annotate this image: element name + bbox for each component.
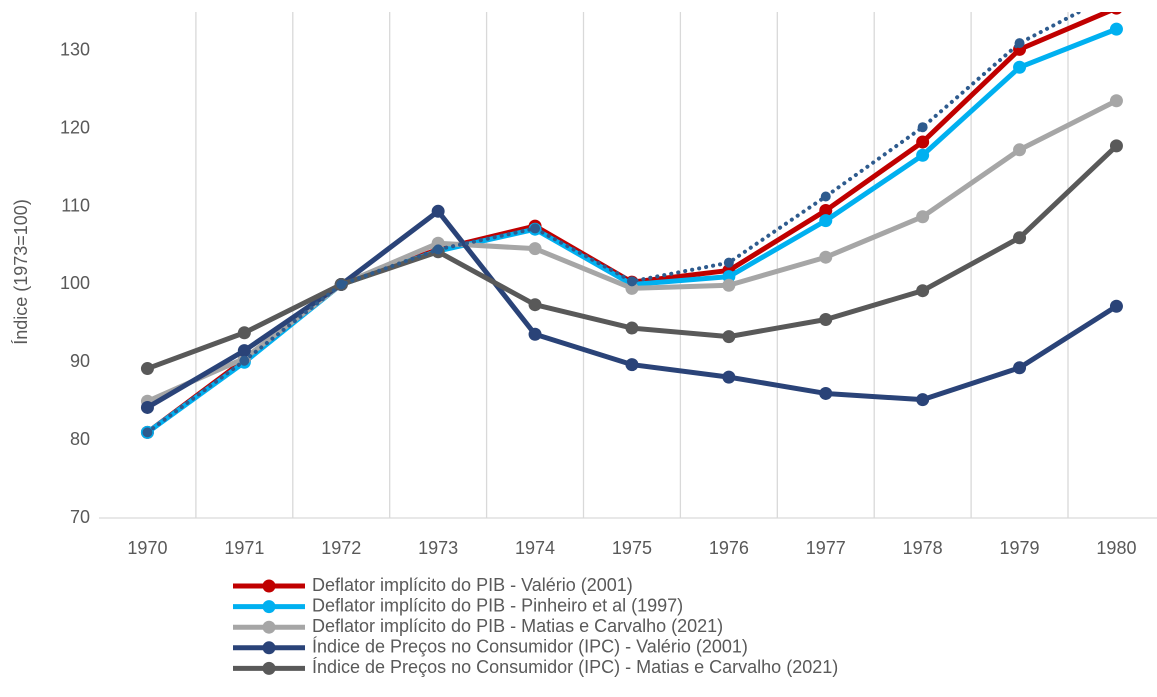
point — [916, 135, 930, 149]
point — [819, 386, 833, 400]
x-tick-label: 1972 — [321, 538, 361, 558]
legend-label: Índice de Preços no Consumidor (IPC) - V… — [312, 637, 748, 657]
point — [722, 278, 736, 292]
x-tick-label: 1971 — [224, 538, 264, 558]
point — [722, 330, 736, 344]
y-tick-label: 130 — [60, 40, 90, 60]
legend-marker — [262, 641, 276, 655]
point — [819, 250, 833, 264]
point — [528, 242, 542, 256]
point — [820, 191, 831, 202]
x-tick-label: 1980 — [1096, 538, 1136, 558]
y-tick-label: 120 — [60, 118, 90, 138]
point — [431, 204, 445, 218]
point — [625, 321, 639, 335]
point — [140, 400, 154, 414]
point — [723, 257, 734, 268]
legend-marker — [262, 579, 276, 593]
point — [722, 370, 736, 384]
point — [916, 210, 930, 224]
point — [1109, 94, 1123, 108]
plot-area — [140, 12, 1123, 439]
legend-label: Deflator implícito do PIB - Matias e Car… — [312, 616, 723, 636]
point — [142, 427, 153, 438]
y-tick-label: 90 — [70, 351, 90, 371]
point — [140, 362, 154, 376]
point — [917, 122, 928, 133]
point — [530, 223, 541, 234]
point — [1111, 12, 1122, 15]
x-tick-label: 1977 — [806, 538, 846, 558]
point — [916, 284, 930, 298]
point — [1014, 38, 1025, 49]
x-tick-label: 1975 — [612, 538, 652, 558]
legend-marker — [262, 620, 276, 634]
legend-marker — [262, 600, 276, 614]
point — [916, 393, 930, 407]
x-tick-label: 1974 — [515, 538, 555, 558]
y-tick-label: 100 — [60, 273, 90, 293]
y-tick-label: 110 — [61, 195, 90, 215]
point — [1109, 139, 1123, 153]
point — [1109, 22, 1123, 36]
point — [625, 358, 639, 372]
legend-label: Deflator implícito do PIB - Valério (200… — [312, 575, 633, 595]
x-tick-label: 1973 — [418, 538, 458, 558]
point — [819, 204, 833, 218]
point — [1109, 299, 1123, 313]
point — [1013, 361, 1027, 375]
point — [336, 279, 347, 290]
legend-label: Deflator implícito do PIB - Pinheiro et … — [312, 595, 683, 615]
x-tick-label: 1978 — [903, 538, 943, 558]
point — [528, 327, 542, 341]
legend-marker — [262, 661, 276, 675]
point — [916, 148, 930, 162]
point — [237, 326, 251, 340]
point — [819, 312, 833, 326]
point — [237, 344, 251, 358]
point — [819, 214, 833, 228]
point — [1013, 143, 1027, 157]
x-tick-label: 1979 — [1000, 538, 1040, 558]
y-tick-label: 80 — [70, 429, 90, 449]
point — [433, 244, 444, 255]
legend-label: Índice de Preços no Consumidor (IPC) - M… — [312, 657, 838, 677]
x-tick-label: 1976 — [709, 538, 749, 558]
point — [239, 355, 250, 366]
y-tick-label: 70 — [70, 507, 90, 527]
point — [1013, 231, 1027, 245]
y-axis-label: Índice (1973=100) — [11, 199, 31, 345]
point — [1013, 60, 1027, 74]
x-tick-label: 1970 — [127, 538, 167, 558]
point — [626, 276, 637, 287]
point — [528, 298, 542, 312]
